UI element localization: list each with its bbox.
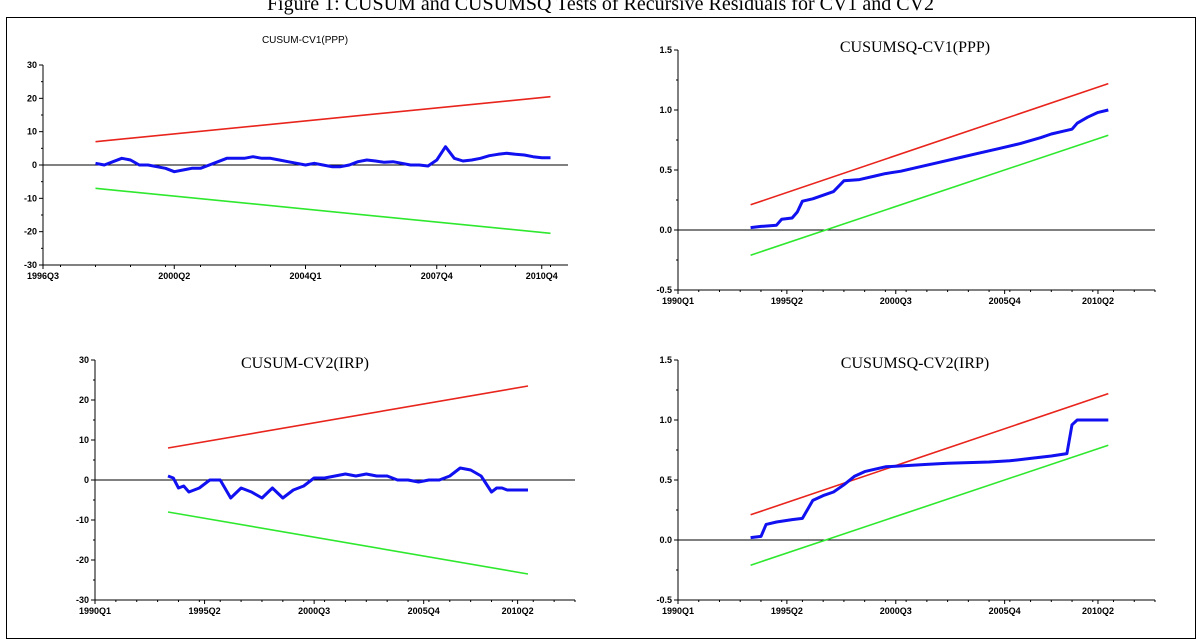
x-tick-label: 2004Q1: [289, 271, 321, 281]
x-tick-label: 1990Q1: [662, 606, 694, 616]
x-tick-label: 1990Q1: [662, 296, 694, 306]
x-tick-label: 2010Q2: [1082, 296, 1114, 306]
series-line-lower: [95, 187, 551, 235]
x-tick-label: 2005Q4: [989, 296, 1021, 306]
chart-1: CUSUM-CV1(PPP) -30 -20 -10 0 10 20 30 1996Q3 2000…: [24, 35, 568, 281]
y-tick-label: -30: [76, 595, 89, 605]
y-tick-label: 1.5: [659, 45, 672, 55]
x-tick-label: 2000Q3: [298, 606, 330, 616]
y-tick-label: 0.5: [659, 165, 672, 175]
x-tick-label: 1995Q2: [771, 606, 803, 616]
x-tick-label: 2010Q2: [502, 606, 534, 616]
y-tick-label: 0.0: [659, 225, 672, 235]
y-tick-label: -0.5: [656, 595, 672, 605]
chart-title: CUSUMSQ-CV2(IRP): [841, 355, 989, 372]
x-tick-label: 2007Q4: [421, 271, 453, 281]
chart-title: CUSUM-CV2(IRP): [241, 355, 369, 372]
y-tick-label: 0: [32, 160, 37, 170]
x-tick-label: 2005Q4: [408, 606, 440, 616]
series-line-upper: [167, 385, 529, 449]
chart-4: CUSUMSQ-CV2(IRP) -0.5 0.0 0.5 1.0 1.5 1990Q1 19…: [656, 355, 1156, 616]
series-line-lower: [167, 511, 529, 575]
x-tick-label: 2000Q3: [880, 296, 912, 306]
series-line-stat: [167, 466, 528, 500]
series-line-lower: [750, 444, 1109, 566]
y-tick-label: 10: [79, 435, 89, 445]
y-tick-label: 30: [79, 355, 89, 365]
x-tick-label: 1996Q3: [27, 271, 59, 281]
x-tick-label: 2005Q4: [989, 606, 1021, 616]
series-line-stat: [750, 418, 1109, 540]
y-tick-label: 0.5: [659, 475, 672, 485]
y-tick-label: 1.0: [659, 415, 672, 425]
x-tick-label: 2010Q2: [1082, 606, 1114, 616]
y-tick-label: -0.5: [656, 285, 672, 295]
figure-caption: Figure 1: CUSUM and CUSUMSQ Tests of Rec…: [266, 0, 935, 15]
series-line-lower: [750, 134, 1109, 256]
figure-frame: [6, 17, 1196, 639]
series-line-upper: [750, 392, 1109, 516]
chart-3: CUSUM-CV2(IRP) -30 -20 -10 0 10 20 30 1990Q1 1995…: [76, 355, 576, 616]
x-tick-label: 1995Q2: [189, 606, 221, 616]
y-tick-label: -30: [24, 260, 37, 270]
chart-title: CUSUMSQ-CV1(PPP): [840, 39, 990, 56]
y-tick-label: -10: [76, 515, 89, 525]
y-tick-label: -10: [24, 193, 37, 203]
y-tick-label: 0: [84, 475, 89, 485]
series-line-stat: [95, 145, 551, 174]
y-tick-label: 10: [27, 127, 37, 137]
chart-title: CUSUM-CV1(PPP): [262, 35, 348, 46]
y-tick-label: 30: [27, 60, 37, 70]
series-line-upper: [750, 82, 1109, 206]
x-tick-label: 1990Q1: [79, 606, 111, 616]
x-tick-label: 1995Q2: [771, 296, 803, 306]
chart-2: CUSUMSQ-CV1(PPP) -0.5 0.0 0.5 1.0 1.5 1990Q1 19…: [656, 39, 1156, 306]
series-line-stat: [750, 108, 1109, 230]
x-tick-label: 2000Q3: [880, 606, 912, 616]
y-tick-label: 1.0: [659, 105, 672, 115]
y-tick-label: 1.5: [659, 355, 672, 365]
y-tick-label: -20: [24, 227, 37, 237]
x-tick-label: 2000Q2: [158, 271, 190, 281]
y-tick-label: 20: [27, 93, 37, 103]
y-tick-label: -20: [76, 555, 89, 565]
series-line-upper: [95, 95, 551, 143]
y-tick-label: 20: [79, 395, 89, 405]
y-tick-label: 0.0: [659, 535, 672, 545]
x-tick-label: 2010Q4: [526, 271, 558, 281]
